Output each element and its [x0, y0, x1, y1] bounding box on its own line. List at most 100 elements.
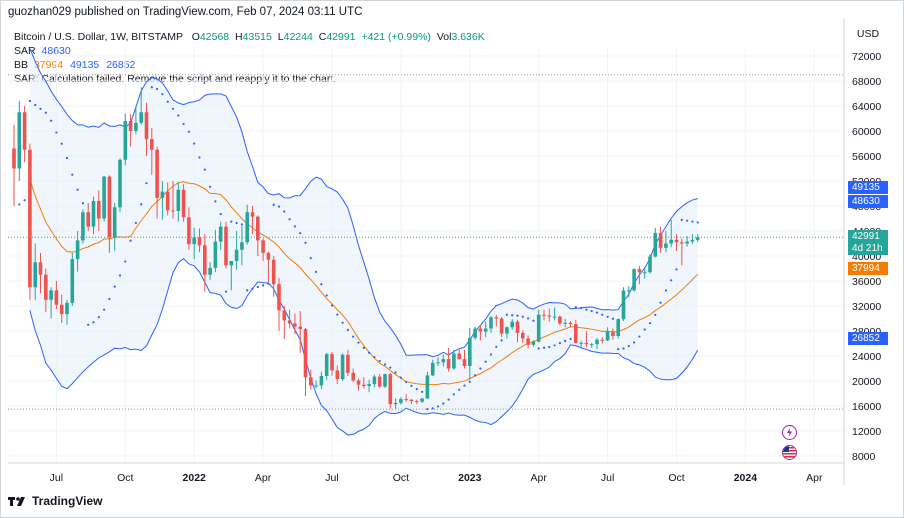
- time-tick-label: Jul: [325, 472, 338, 484]
- sar-dot: [251, 287, 254, 290]
- candle-body: [192, 237, 196, 245]
- sar-dot: [532, 319, 535, 322]
- sar-dot: [309, 256, 312, 260]
- candle-body: [181, 189, 186, 218]
- candle-body: [97, 201, 101, 219]
- us-flag-icon[interactable]: [782, 445, 797, 460]
- high-value: 43515: [242, 31, 272, 43]
- sar-dot: [272, 203, 275, 206]
- candle-body: [187, 217, 191, 245]
- candle-body: [563, 322, 567, 324]
- candle-body: [436, 362, 440, 364]
- candle-body: [478, 328, 483, 332]
- time-tick-label: 2024: [734, 472, 758, 484]
- sar-dot: [262, 284, 265, 287]
- currency-label[interactable]: USD: [856, 28, 880, 40]
- candle-body: [240, 242, 244, 250]
- sar-dot: [256, 285, 259, 289]
- candle-body: [600, 339, 605, 341]
- sar-dot: [336, 313, 339, 316]
- sar-dot: [267, 282, 270, 285]
- candle-body: [404, 399, 408, 401]
- candle-body: [552, 316, 557, 318]
- sar-dot: [410, 384, 413, 387]
- legend-symbol-row: Bitcoin / U.S. Dollar, 1W, BITSTAMP O425…: [14, 30, 485, 44]
- candle-body: [489, 317, 493, 329]
- candle-body: [574, 324, 578, 343]
- sar-dot: [34, 103, 37, 107]
- close-label: C: [318, 31, 327, 43]
- sar-dot: [399, 376, 402, 379]
- candle-body: [356, 380, 361, 385]
- sar-dot: [442, 402, 445, 405]
- sar-dot: [611, 317, 615, 320]
- candle-body: [653, 232, 658, 257]
- sar-dot: [542, 346, 546, 349]
- sar-dot: [150, 86, 153, 89]
- symbol-title[interactable]: Bitcoin / U.S. Dollar, 1W, BITSTAMP: [14, 31, 183, 43]
- sar-dot: [346, 328, 349, 332]
- candle-body: [218, 226, 223, 242]
- sar-dot: [548, 345, 551, 349]
- candle-body: [176, 189, 181, 211]
- sar-dot: [585, 308, 588, 311]
- sar-dot: [463, 384, 466, 387]
- sar-dot: [452, 393, 455, 396]
- sar-dot: [590, 310, 593, 313]
- bb-mid-line: [29, 179, 699, 386]
- sar-dot: [564, 339, 567, 343]
- candle-body: [203, 245, 207, 275]
- candle-body: [261, 240, 265, 253]
- sar-dot: [103, 308, 106, 311]
- sar-dot: [166, 100, 169, 103]
- candle-body: [107, 176, 112, 238]
- sar-dot: [458, 388, 461, 391]
- candle-body: [483, 328, 488, 332]
- lightning-icon[interactable]: [782, 425, 797, 440]
- candle-body: [256, 216, 260, 241]
- candle-body: [462, 359, 467, 366]
- sar-dot: [145, 182, 148, 185]
- sar-dot: [670, 279, 673, 282]
- bb-mid-tag: 37994: [848, 262, 888, 275]
- candle-body: [75, 240, 80, 260]
- candle-body: [330, 354, 334, 371]
- candle-body: [579, 342, 583, 344]
- sar-dot: [76, 188, 79, 191]
- publish-info: guozhan029 published on TradingView.com,…: [8, 6, 363, 18]
- price-tick-label: 64000: [852, 101, 881, 113]
- candle-body: [388, 374, 393, 405]
- candle-body: [245, 212, 249, 243]
- candle-body: [680, 242, 684, 244]
- sar-dot: [224, 290, 228, 293]
- sar-dot: [389, 366, 392, 369]
- sar-dot: [495, 345, 498, 348]
- candle-body: [81, 212, 85, 241]
- candle-body: [399, 399, 403, 403]
- price-tick-label: 68000: [852, 76, 881, 88]
- candle-body: [298, 326, 302, 330]
- sar-dot: [505, 313, 508, 316]
- candle-body: [621, 290, 626, 320]
- sar-dot: [479, 367, 482, 370]
- price-tick-label: 20000: [852, 376, 881, 388]
- candle-body: [234, 249, 239, 261]
- candle-body: [54, 290, 59, 305]
- brand-name: TradingView: [32, 494, 103, 508]
- candle-body: [627, 290, 631, 292]
- legend-bb-row[interactable]: BB 37994 49135 26852: [14, 58, 485, 72]
- candle-body: [536, 314, 541, 342]
- sar-dot: [474, 374, 477, 377]
- sar-error-message: SAR: Calculation failed. Remove the scri…: [14, 73, 337, 85]
- candle-body: [632, 269, 636, 291]
- price-tick-label: 72000: [852, 51, 881, 63]
- sar-dot: [214, 200, 217, 203]
- countdown-tag: 4d 21h: [848, 242, 888, 255]
- candle-body: [144, 112, 149, 140]
- time-tick-label: Oct: [117, 472, 133, 484]
- sar-dot: [601, 313, 604, 316]
- candle-body: [558, 316, 562, 324]
- candle-body: [446, 359, 451, 369]
- candle-body: [271, 259, 276, 285]
